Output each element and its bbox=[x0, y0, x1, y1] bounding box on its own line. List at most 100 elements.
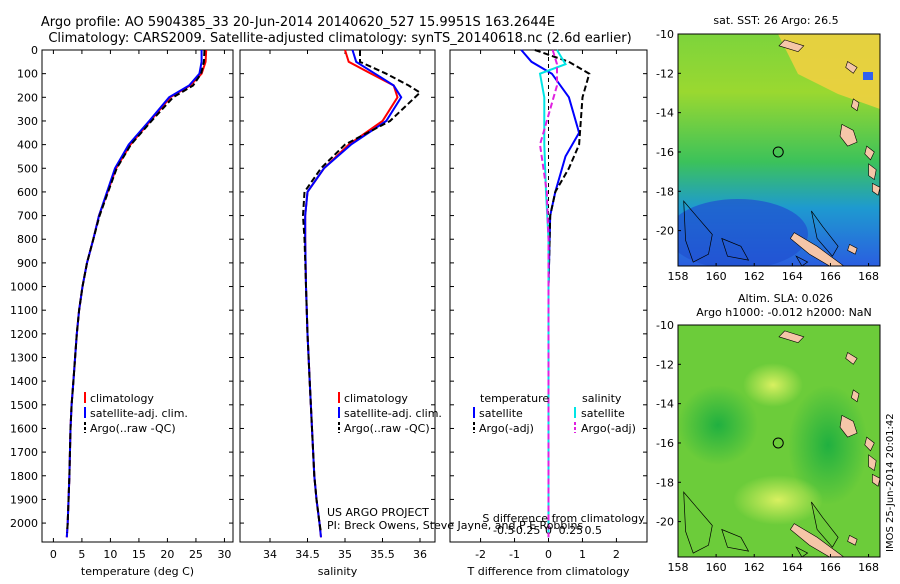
x-top-tick-label: -0.25 bbox=[512, 524, 540, 537]
x-tick-label: 168 bbox=[858, 270, 879, 283]
sst-map-panel: 158 160 162 164 166 168 -10 -12 -14 -16 -18 -20 sat.… bbox=[656, 14, 881, 283]
figure-title-line2: Climatology: CARS2009. Satellite-adjuste… bbox=[48, 31, 631, 46]
x-tick-label: 164 bbox=[782, 270, 803, 283]
timestamp-watermark: IMOS 25-Jun-2014 20:01:42 bbox=[885, 413, 896, 552]
cold-patch bbox=[863, 72, 873, 80]
island-shape bbox=[864, 436, 875, 452]
series-line-argo-raw-qc- bbox=[66, 49, 206, 533]
bathymetry-contour bbox=[721, 237, 750, 261]
y-tick-label: -12 bbox=[656, 358, 674, 371]
y-tick-label: -16 bbox=[656, 146, 674, 159]
y-tick-label: 1100 bbox=[10, 304, 38, 317]
y-tick-label: -10 bbox=[656, 319, 674, 332]
x-tick-label: 10 bbox=[103, 548, 117, 561]
map-frame bbox=[677, 324, 881, 558]
island-shape bbox=[845, 61, 858, 74]
series-line-salinity-argo-adj- bbox=[538, 49, 558, 538]
y-tick-label: 800 bbox=[17, 233, 38, 246]
island-shape bbox=[790, 232, 845, 266]
island-shape bbox=[868, 454, 877, 472]
x-tick-label: 30 bbox=[217, 548, 231, 561]
salinity-legend: climatology satellite-adj. clim. Argo(..… bbox=[338, 392, 442, 435]
y-tick-label: -12 bbox=[656, 67, 674, 80]
plot-frame bbox=[239, 49, 436, 543]
x-top-tick-label: 0.25 bbox=[559, 524, 584, 537]
map-field bbox=[678, 34, 880, 266]
sla-map-panel: 158 160 162 164 166 168 -10 -12 -14 -16 -18 -20 Alti… bbox=[656, 292, 881, 574]
temperature-profile-panel: 0100200300400500600700800900100011001200… bbox=[10, 44, 234, 578]
x-tick-label: 0 bbox=[50, 548, 57, 561]
x-axis-label: T difference from climatology bbox=[467, 565, 630, 578]
y-tick-label: 400 bbox=[17, 139, 38, 152]
difference-profile-panel: -2 -1 0 1 2-0.5-0.25 0 0.25 0.5S difference fro… bbox=[449, 49, 648, 578]
float-position-marker bbox=[772, 437, 784, 449]
y-tick-label: 1600 bbox=[10, 422, 38, 435]
x-tick-label: 1 bbox=[579, 548, 586, 561]
legend-t-argo-label: Argo(-adj) bbox=[479, 422, 534, 435]
island-shape bbox=[790, 523, 845, 557]
y-tick-label: 1500 bbox=[10, 399, 38, 412]
map-field bbox=[678, 325, 880, 557]
x-top-tick-label: 0.5 bbox=[585, 524, 603, 537]
x-tick-label: 158 bbox=[668, 270, 689, 283]
warm-band bbox=[778, 34, 880, 109]
sla-high bbox=[743, 363, 803, 407]
island-shape bbox=[839, 123, 858, 147]
y-tick-label: -14 bbox=[656, 398, 674, 411]
island-shape bbox=[778, 330, 805, 344]
island-shape bbox=[851, 389, 860, 403]
x-tick-label: 36 bbox=[413, 548, 427, 561]
x-tick-label: 160 bbox=[706, 561, 727, 574]
y-tick-label: -20 bbox=[656, 225, 674, 238]
legend-sat-label: satellite-adj. clim. bbox=[90, 407, 188, 420]
legend-s-argo-label: Argo(-adj) bbox=[581, 422, 636, 435]
sla-map-title-line1: Altim. SLA: 0.026 bbox=[738, 292, 833, 305]
x-tick-label: 162 bbox=[744, 561, 765, 574]
y-tick-label: 1900 bbox=[10, 493, 38, 506]
figure-title-line1: Argo profile: AO 5904385_33 20-Jun-2014 … bbox=[41, 15, 555, 30]
temperature-legend: climatology satellite-adj. clim. Argo(..… bbox=[84, 392, 188, 435]
island-shape bbox=[868, 163, 877, 181]
sla-high bbox=[733, 475, 823, 525]
x-tick-label: 168 bbox=[858, 561, 879, 574]
legend-argo-label: Argo(..raw -QC) bbox=[344, 422, 430, 435]
legend-clim-label: climatology bbox=[344, 392, 408, 405]
legend-argo-label: Argo(..raw -QC) bbox=[90, 422, 176, 435]
legend-header-salinity: salinity bbox=[582, 392, 622, 405]
y-tick-label: 900 bbox=[17, 257, 38, 270]
x-tick-label: -2 bbox=[475, 548, 486, 561]
sla-low bbox=[678, 385, 758, 465]
x-tick-label: 166 bbox=[820, 561, 841, 574]
y-tick-label: 1300 bbox=[10, 352, 38, 365]
y-tick-label: 300 bbox=[17, 115, 38, 128]
x-tick-label: 34 bbox=[263, 548, 277, 561]
y-tick-label: -18 bbox=[656, 476, 674, 489]
x-tick-label: -1 bbox=[509, 548, 520, 561]
y-tick-label: -14 bbox=[656, 107, 674, 120]
bathymetry-contour bbox=[811, 210, 839, 257]
island-shape bbox=[851, 98, 860, 112]
x-axis-label: salinity bbox=[318, 565, 358, 578]
y-tick-label: 700 bbox=[17, 210, 38, 223]
x-tick-label: 34.5 bbox=[295, 548, 320, 561]
y-tick-label: 1700 bbox=[10, 446, 38, 459]
series-line-argo-raw-qc- bbox=[301, 50, 422, 533]
x-tick-label: 15 bbox=[132, 548, 146, 561]
y-tick-label: 2000 bbox=[10, 517, 38, 530]
y-tick-label: 1400 bbox=[10, 375, 38, 388]
x-top-tick-label: -0.5 bbox=[493, 524, 514, 537]
legend-sat-label: satellite-adj. clim. bbox=[344, 407, 442, 420]
x-tick-label: 35 bbox=[338, 548, 352, 561]
x-tick-label: 5 bbox=[78, 548, 85, 561]
sst-map-title: sat. SST: 26 Argo: 26.5 bbox=[713, 14, 838, 27]
plot-frame bbox=[41, 49, 234, 543]
y-tick-label: 1200 bbox=[10, 328, 38, 341]
x-tick-label: 35.5 bbox=[370, 548, 395, 561]
y-tick-label: 0 bbox=[31, 44, 38, 57]
x-tick-label: 0 bbox=[545, 548, 552, 561]
x-tick-label: 166 bbox=[820, 270, 841, 283]
y-tick-label: 500 bbox=[17, 162, 38, 175]
y-tick-label: -18 bbox=[656, 185, 674, 198]
difference-legend: temperature salinity satellite Argo(-adj… bbox=[473, 392, 636, 435]
